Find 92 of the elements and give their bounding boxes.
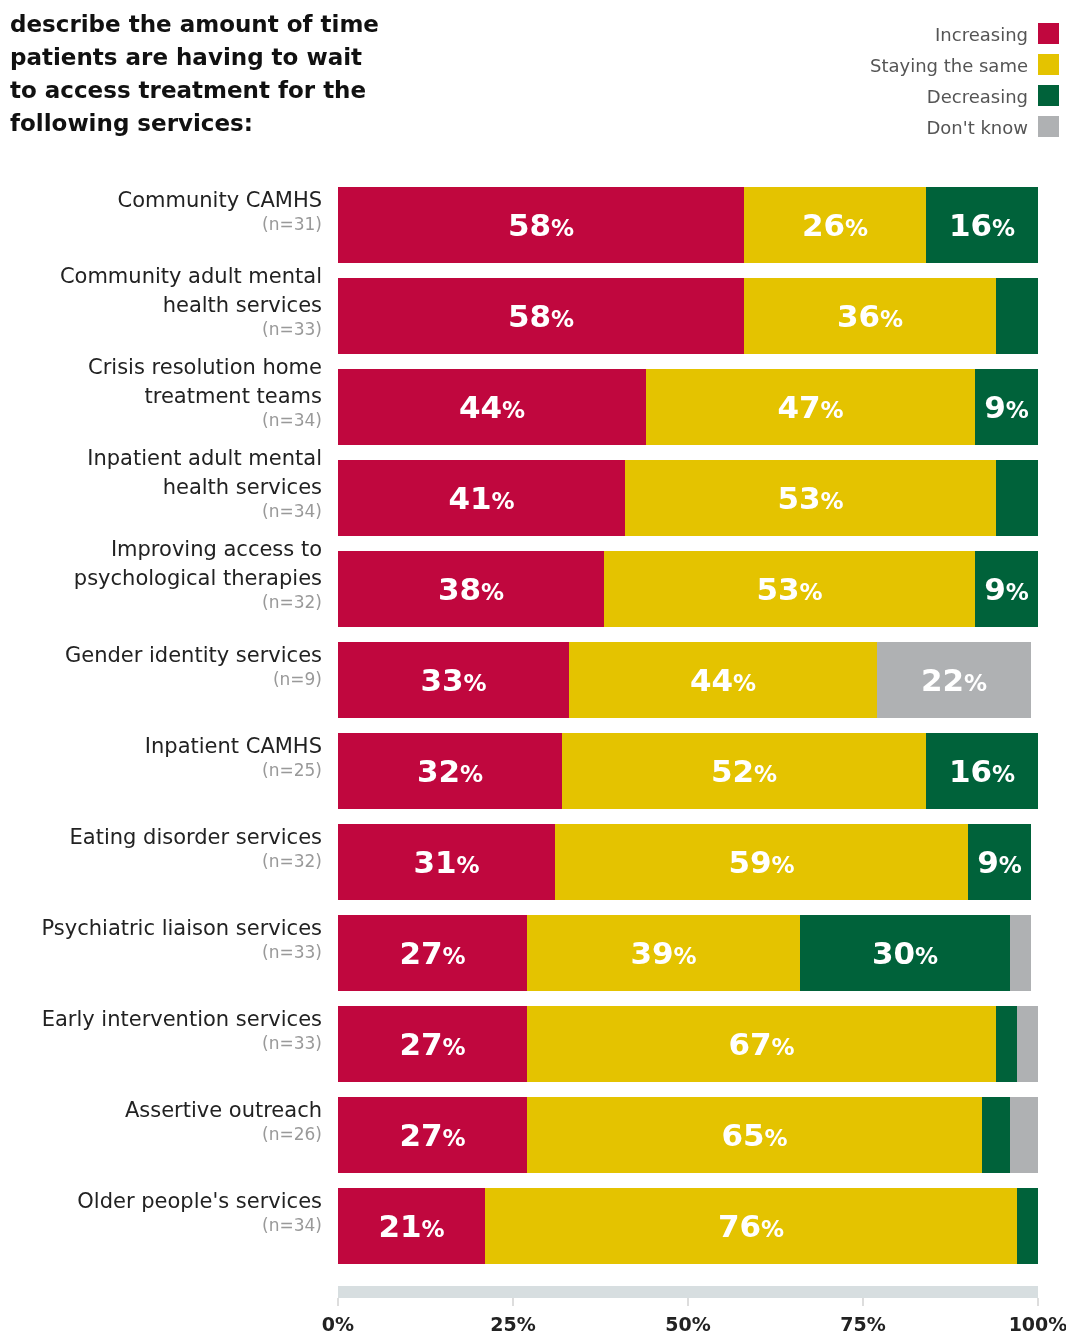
bar	[569, 642, 877, 718]
bar	[338, 460, 625, 536]
legend-label: Don't know	[926, 117, 1028, 138]
data-label: 76%	[717, 1208, 785, 1244]
data-label: 38%	[437, 571, 505, 607]
data-label: 59%	[728, 844, 795, 880]
bar	[800, 915, 1010, 991]
y-tick-label: Assertive outreach (n=26)	[124, 1097, 322, 1144]
y-tick-label: Psychiatric liaison services (n=33)	[41, 915, 322, 962]
legend-label: Decreasing	[926, 86, 1028, 107]
y-tick-label: Community adult mental health services (n=33)	[59, 264, 322, 339]
data-label: 53%	[756, 571, 823, 607]
data-label: 9%	[977, 844, 1022, 880]
data-label: 26%	[801, 207, 869, 243]
bar	[527, 1097, 982, 1173]
y-tick-label: Early intervention services (n=33)	[41, 1006, 322, 1053]
y-tick-label: Improving access to psychological therapies (n=32)	[73, 537, 322, 612]
data-label: 67%	[728, 1026, 795, 1062]
data-label: 41%	[448, 480, 515, 516]
bar	[338, 369, 646, 445]
bar	[1010, 915, 1031, 991]
data-label: 39%	[630, 935, 697, 971]
bar	[744, 278, 996, 354]
bar	[338, 915, 527, 991]
bar	[975, 369, 1038, 445]
bar	[527, 1006, 996, 1082]
chart-title: describe the amount of time patients are having to wait to access treatment for the following services:	[10, 11, 379, 136]
legend-label: Increasing	[935, 24, 1028, 45]
data-label: 33%	[420, 662, 487, 698]
bar	[926, 187, 1038, 263]
y-tick-label: Inpatient adult mental health services (n=34)	[87, 446, 322, 521]
data-label: 16%	[948, 207, 1016, 243]
bar	[996, 278, 1038, 354]
x-tick-label: 75%	[840, 1313, 886, 1333]
data-label: 58%	[507, 207, 575, 243]
data-label: 52%	[710, 753, 778, 789]
bar	[1010, 1097, 1038, 1173]
y-tick-label: Older people's services (n=34)	[77, 1188, 322, 1235]
bar	[338, 187, 744, 263]
data-label: 32%	[416, 753, 484, 789]
bar	[646, 369, 975, 445]
bar	[338, 1188, 485, 1264]
bar	[968, 824, 1031, 900]
data-label: 27%	[399, 935, 466, 971]
data-label: 9%	[984, 389, 1029, 425]
bar	[338, 824, 555, 900]
bar	[555, 824, 968, 900]
x-tick-label: 0%	[321, 1313, 355, 1333]
y-tick-label: Inpatient CAMHS (n=25)	[144, 733, 322, 780]
bar	[1017, 1188, 1038, 1264]
data-label: 22%	[920, 662, 988, 698]
bar	[562, 733, 926, 809]
bar	[744, 187, 926, 263]
data-label: 9%	[984, 571, 1029, 607]
bar	[996, 1006, 1017, 1082]
y-tick-label: Community CAMHS (n=31)	[117, 187, 322, 234]
bar	[604, 551, 975, 627]
data-label: 16%	[948, 753, 1016, 789]
data-label: 21%	[378, 1208, 445, 1244]
bar	[625, 460, 996, 536]
x-tick-label: 50%	[665, 1313, 711, 1333]
data-label: 58%	[507, 298, 575, 334]
bar	[877, 642, 1031, 718]
data-label: 30%	[871, 935, 939, 971]
y-tick-label: Crisis resolution home treatment teams (n=34)	[88, 355, 322, 430]
bar	[338, 642, 569, 718]
bar	[996, 460, 1038, 536]
bar	[338, 1097, 527, 1173]
bar	[338, 278, 744, 354]
bar	[1017, 1006, 1038, 1082]
bar	[975, 551, 1038, 627]
x-tick-label: 25%	[490, 1313, 536, 1333]
bar	[338, 551, 604, 627]
data-label: 53%	[777, 480, 844, 516]
bar	[338, 733, 562, 809]
legend-label: Staying the same	[869, 55, 1028, 76]
bar	[982, 1097, 1010, 1173]
bar	[926, 733, 1038, 809]
data-label: 44%	[689, 662, 757, 698]
y-tick-label: Eating disorder services (n=32)	[69, 824, 322, 871]
bar	[527, 915, 800, 991]
bar	[485, 1188, 1017, 1264]
data-label: 47%	[777, 389, 844, 425]
data-label: 27%	[399, 1026, 466, 1062]
data-label: 31%	[413, 844, 480, 880]
data-label: 44%	[458, 389, 526, 425]
data-label: 36%	[836, 298, 904, 334]
x-tick-label: 100%	[1008, 1313, 1068, 1333]
y-tick-label: Gender identity services (n=9)	[64, 642, 322, 689]
bar	[338, 1006, 527, 1082]
data-label: 27%	[399, 1117, 466, 1153]
data-label: 65%	[721, 1117, 788, 1153]
